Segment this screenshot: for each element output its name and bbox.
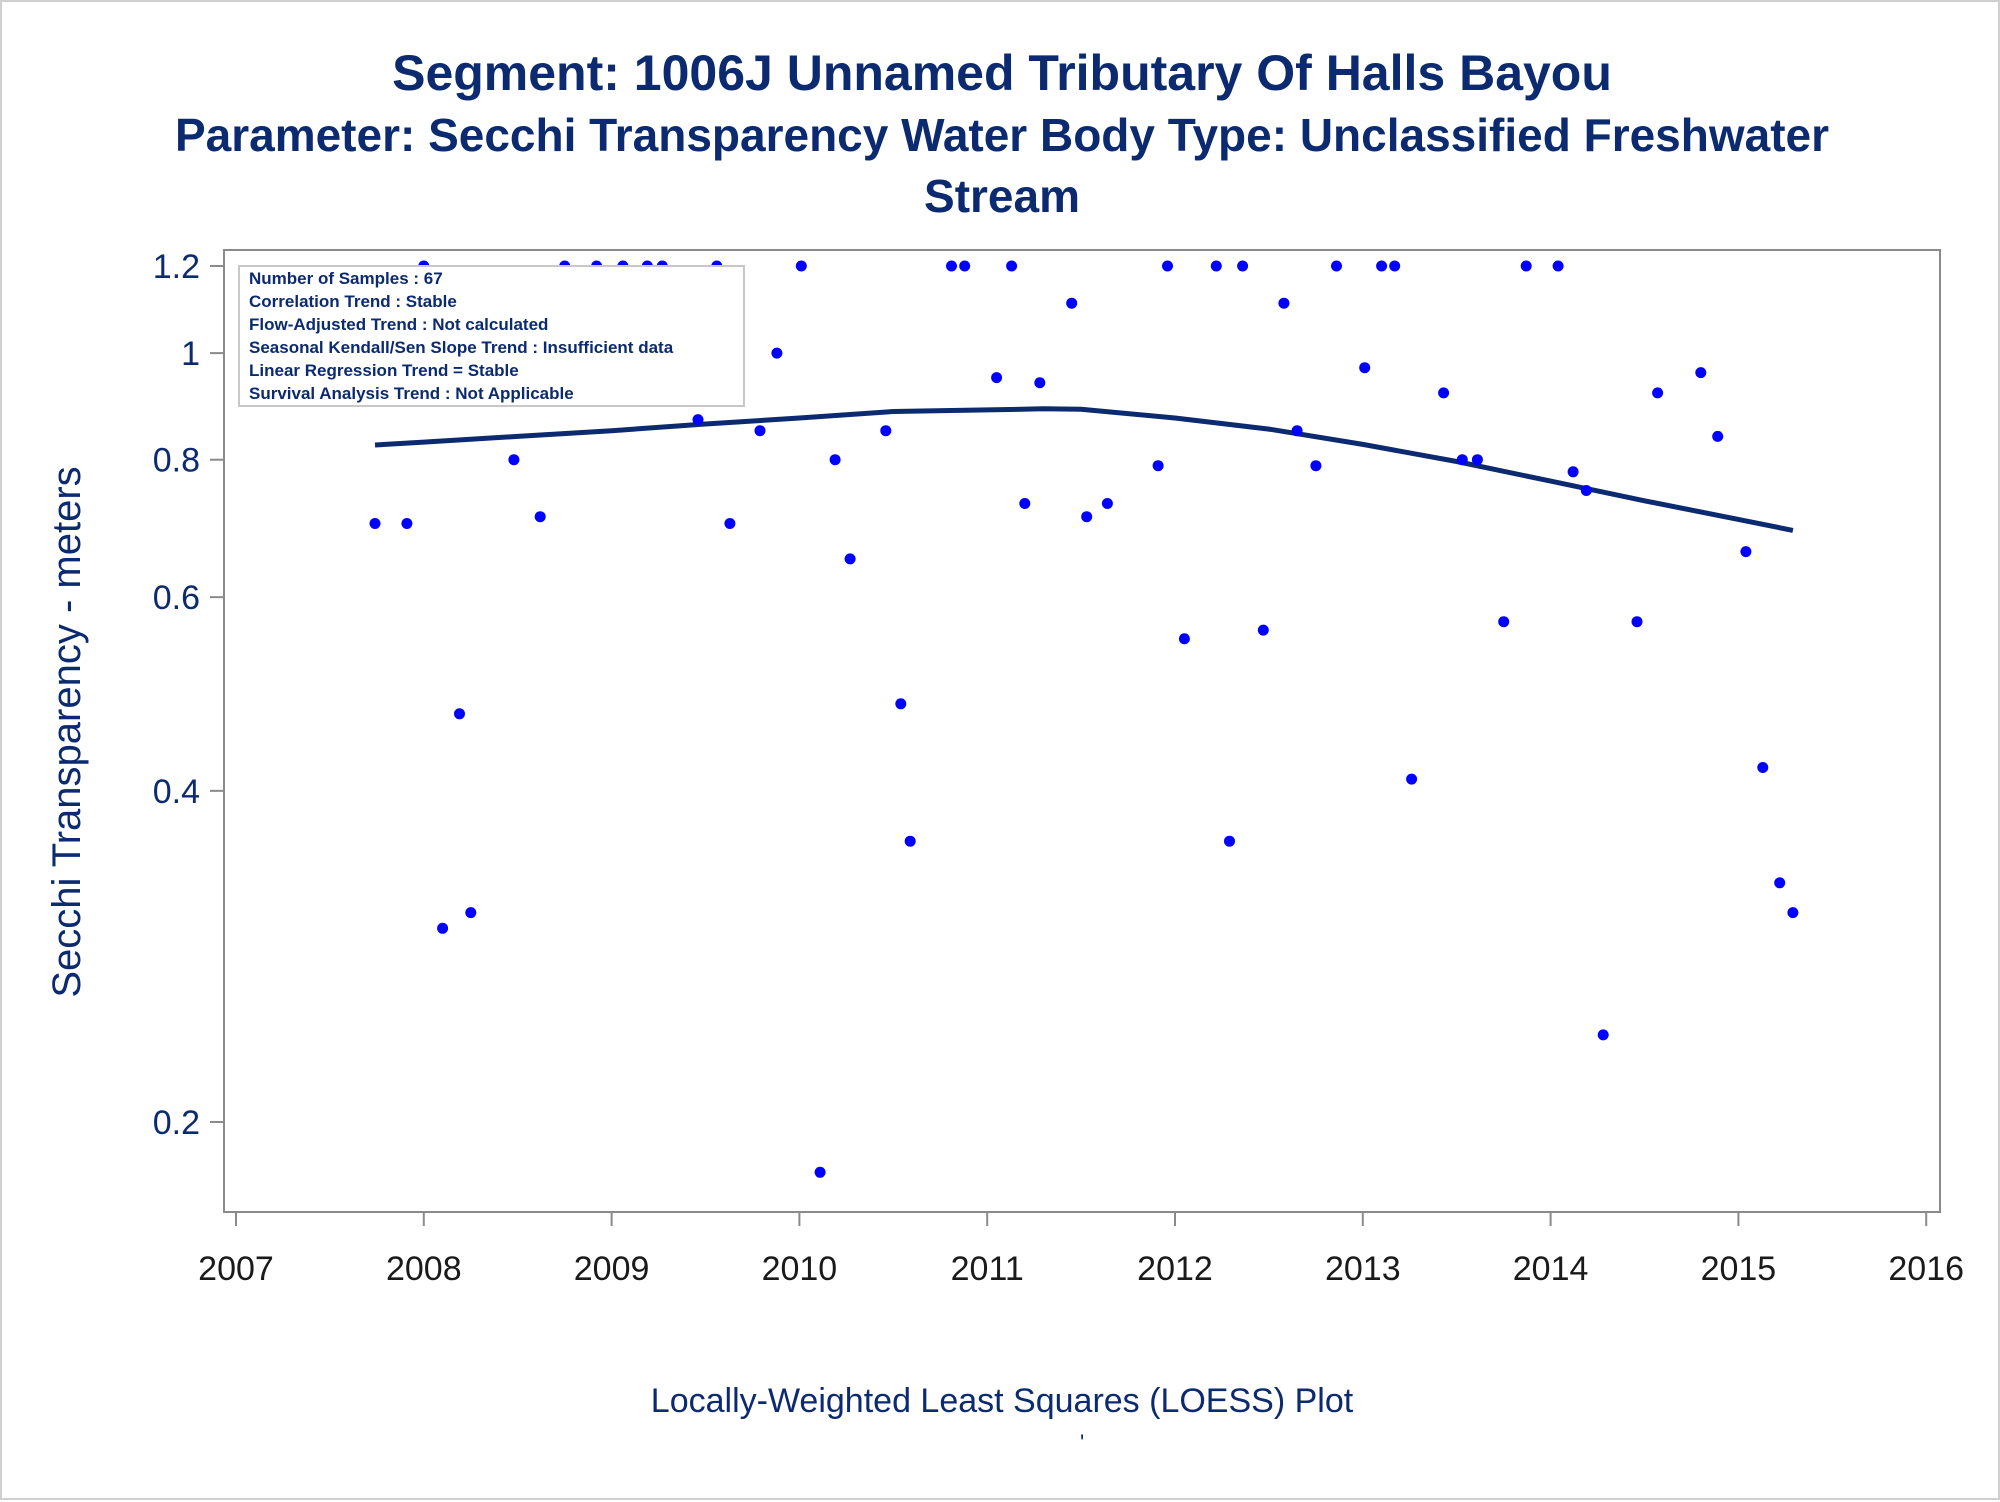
y-tick-label: 0.8 xyxy=(153,442,200,480)
y-tick-label: 0.4 xyxy=(153,773,200,811)
x-tick-label: 2011 xyxy=(951,1250,1024,1288)
stats-box: Number of Samples : 67 Correlation Trend… xyxy=(238,265,745,407)
data-points xyxy=(369,260,1799,1178)
x-tick-label: 2013 xyxy=(1325,1250,1401,1288)
stats-line-flow-adjusted: Flow-Adjusted Trend : Not calculated xyxy=(249,315,548,334)
data-point xyxy=(1081,511,1093,523)
x-tick-label: 2010 xyxy=(762,1250,838,1288)
data-point xyxy=(946,260,957,272)
data-point xyxy=(1438,387,1450,399)
data-point xyxy=(1066,297,1078,309)
loess-trend-line xyxy=(374,406,1794,533)
data-point xyxy=(880,425,892,437)
plot-footnote: Locally-Weighted Least Squares (LOESS) P… xyxy=(650,1382,1354,1420)
data-point xyxy=(754,425,766,437)
stats-line-survival: Survival Analysis Trend : Not Applicable xyxy=(249,384,574,403)
footnote-mark: ' xyxy=(1080,1430,1085,1455)
data-point xyxy=(401,518,413,529)
data-point xyxy=(1406,773,1418,785)
y-tick-label: 0.6 xyxy=(153,579,200,617)
chart-subtitle: Parameter: Secchi Transparency Water Bod… xyxy=(174,109,1830,161)
data-point xyxy=(1101,498,1113,509)
x-tick-label: 2016 xyxy=(1888,1250,1964,1288)
data-point xyxy=(1389,260,1401,272)
y-axis: 0.2 0.4 0.6 0.8 1 1.2 xyxy=(153,248,224,1142)
data-point xyxy=(1257,624,1269,636)
x-tick-label: 2009 xyxy=(574,1250,650,1288)
data-point xyxy=(1757,762,1769,773)
data-point xyxy=(1019,498,1031,509)
y-axis-label: Secchi Transparency - meters xyxy=(45,466,89,997)
x-tick-label: 2012 xyxy=(1137,1250,1213,1288)
data-point xyxy=(1471,454,1483,466)
chart-subtitle-continued: Stream xyxy=(924,170,1080,222)
data-point xyxy=(1597,1029,1609,1041)
stats-line-correlation: Correlation Trend : Stable xyxy=(249,292,457,311)
data-point xyxy=(369,518,381,529)
data-point xyxy=(1237,260,1249,272)
data-point xyxy=(771,347,783,359)
data-point xyxy=(1162,260,1173,272)
data-point xyxy=(814,1166,826,1178)
data-point xyxy=(1034,377,1046,389)
data-point xyxy=(1178,633,1190,645)
stats-line-linear-regression: Linear Regression Trend = Stable xyxy=(249,361,519,380)
data-point xyxy=(1712,430,1724,442)
data-point xyxy=(1006,260,1018,272)
data-point xyxy=(1291,425,1303,437)
data-point xyxy=(508,454,520,466)
data-point xyxy=(1787,907,1799,919)
y-tick-label: 0.2 xyxy=(153,1104,200,1142)
data-point xyxy=(1580,485,1592,496)
data-point xyxy=(724,518,736,529)
data-point xyxy=(692,414,704,426)
data-point xyxy=(991,372,1003,384)
data-point xyxy=(1278,297,1290,309)
data-point xyxy=(465,907,477,919)
data-point xyxy=(1498,616,1510,628)
x-axis: 2007 2008 2009 2010 2011 2012 2013 2014 2015 2016 xyxy=(198,1212,1964,1288)
data-point xyxy=(1631,616,1643,628)
data-point xyxy=(454,708,465,720)
x-tick-label: 2015 xyxy=(1701,1250,1777,1288)
data-point xyxy=(1740,546,1752,558)
data-point xyxy=(1567,466,1579,478)
data-point xyxy=(534,511,546,523)
data-point xyxy=(829,454,841,466)
data-point xyxy=(1552,260,1564,272)
x-tick-label: 2008 xyxy=(386,1250,462,1288)
data-point xyxy=(1210,260,1222,272)
x-tick-label: 2014 xyxy=(1513,1250,1589,1288)
data-point xyxy=(895,698,907,710)
stats-line-samples: Number of Samples : 67 xyxy=(249,269,443,288)
y-tick-label: 1 xyxy=(181,335,200,373)
y-tick-label: 1.2 xyxy=(153,248,200,286)
data-point xyxy=(1652,387,1664,399)
data-point xyxy=(1359,362,1371,374)
data-point xyxy=(1695,367,1707,379)
data-point xyxy=(1331,260,1342,272)
data-point xyxy=(1224,835,1235,847)
stats-box-border xyxy=(238,265,745,407)
stats-line-seasonal-kendall: Seasonal Kendall/Sen Slope Trend : Insuf… xyxy=(249,338,674,357)
data-point xyxy=(1310,460,1322,472)
x-tick-label: 2007 xyxy=(198,1250,274,1288)
data-point xyxy=(437,922,449,934)
data-point xyxy=(795,260,807,272)
chart-title: Segment: 1006J Unnamed Tributary Of Hall… xyxy=(392,45,1612,101)
data-point xyxy=(844,553,856,565)
data-point xyxy=(1456,454,1468,466)
data-point xyxy=(1152,460,1164,472)
data-point xyxy=(1376,260,1388,272)
data-point xyxy=(904,835,916,847)
data-point xyxy=(959,260,971,272)
data-point xyxy=(1520,260,1532,272)
data-point xyxy=(1774,877,1786,889)
